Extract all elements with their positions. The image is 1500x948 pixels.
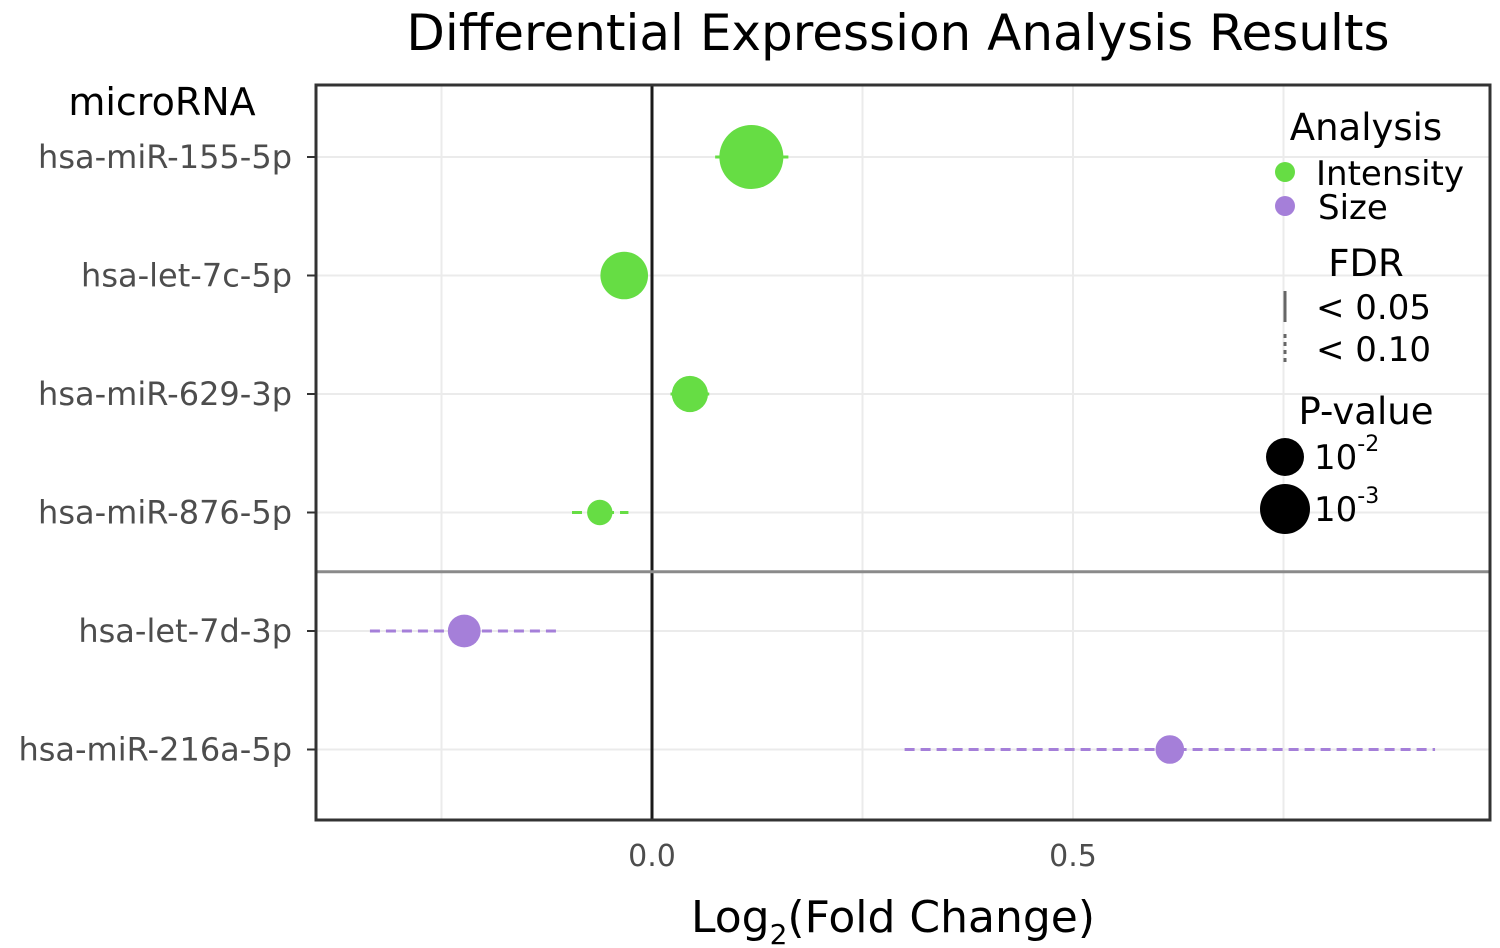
legend-intensity-label: Intensity xyxy=(1316,154,1464,194)
data-point-hsa-let-7d-3p xyxy=(447,614,481,648)
legend-pvalue-1e-2-exp: -2 xyxy=(1357,432,1379,457)
legend-fdr-010-label: < 0.10 xyxy=(1316,330,1431,370)
legend-pvalue-1e-3-exp: -3 xyxy=(1357,484,1379,509)
y-tick-labels: hsa-miR-155-5p hsa-let-7c-5p hsa-miR-629-3… xyxy=(18,138,316,769)
x-axis-title: Log2(Fold Change) xyxy=(691,892,1095,948)
legend-fdr-title: FDR xyxy=(1328,242,1403,285)
x-axis-title-main: Log xyxy=(691,892,770,943)
legend: Analysis Intensity Size FDR < 0.05 < 0.1… xyxy=(1260,106,1464,534)
y-tick-label: hsa-miR-155-5p xyxy=(38,138,292,176)
data-layer xyxy=(316,85,1490,820)
x-axis-title-subscript: 2 xyxy=(770,918,788,948)
legend-size-label: Size xyxy=(1318,188,1388,228)
x-tick-label: 0.5 xyxy=(1049,839,1097,874)
legend-size-swatch xyxy=(1275,196,1295,216)
y-tick-label: hsa-miR-216a-5p xyxy=(18,731,292,769)
y-tick-label: hsa-let-7d-3p xyxy=(78,612,292,650)
data-point-hsa-miR-876-5p xyxy=(587,499,613,526)
legend-fdr-005-label: < 0.05 xyxy=(1316,288,1431,328)
x-axis-title-suffix: (Fold Change) xyxy=(787,892,1095,943)
y-tick-label: hsa-miR-876-5p xyxy=(38,494,292,532)
data-point-hsa-miR-155-5p xyxy=(719,125,784,189)
y-tick-label: hsa-let-7c-5p xyxy=(81,257,292,295)
legend-pvalue-1e-3-label: 10-3 xyxy=(1314,484,1379,530)
legend-pvalue-1e-2-swatch xyxy=(1266,438,1304,476)
x-tick-labels: 0.0 0.5 xyxy=(628,839,1097,874)
legend-pvalue-title: P-value xyxy=(1299,390,1434,433)
y-axis-title: microRNA xyxy=(68,80,255,124)
chart-title: Differential Expression Analysis Results xyxy=(406,4,1389,62)
legend-intensity-swatch xyxy=(1275,162,1295,182)
x-tick-label: 0.0 xyxy=(628,839,676,874)
plot-frame xyxy=(314,83,1492,822)
legend-pvalue-1e-2-base: 10 xyxy=(1314,438,1357,478)
y-tick-label: hsa-miR-629-3p xyxy=(38,375,292,413)
data-point-hsa-miR-629-3p xyxy=(671,375,708,413)
legend-pvalue-1e-3-base: 10 xyxy=(1314,490,1357,530)
legend-pvalue-1e-2-label: 10-2 xyxy=(1314,432,1379,478)
data-point-hsa-let-7c-5p xyxy=(600,251,649,300)
data-point-hsa-miR-216a-5p xyxy=(1155,735,1185,764)
legend-analysis-title: Analysis xyxy=(1290,106,1442,149)
legend-pvalue-1e-3-swatch xyxy=(1260,484,1310,534)
